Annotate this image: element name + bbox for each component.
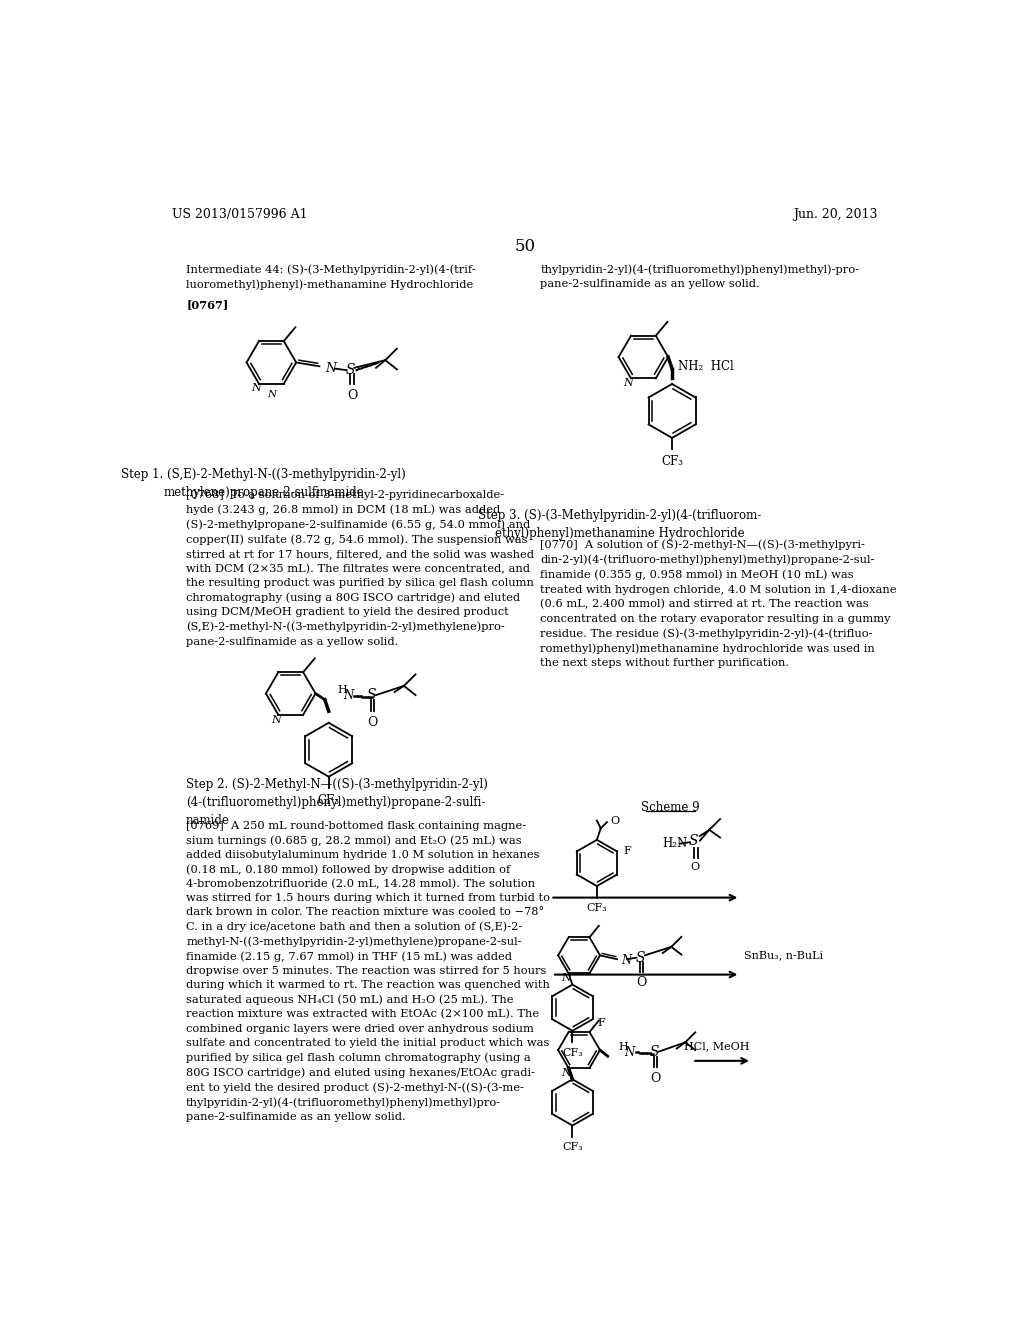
Text: 50: 50 xyxy=(514,238,536,255)
Text: CF₃: CF₃ xyxy=(562,1048,583,1057)
Text: O: O xyxy=(347,388,357,401)
Text: H₂N: H₂N xyxy=(663,837,688,850)
Text: CF₃: CF₃ xyxy=(587,903,607,913)
Text: F: F xyxy=(597,1018,605,1028)
Text: H: H xyxy=(337,685,347,696)
Text: CF₃: CF₃ xyxy=(317,793,340,807)
Text: S: S xyxy=(636,950,645,965)
Text: SnBu₃, n-BuLi: SnBu₃, n-BuLi xyxy=(744,950,823,961)
Text: N: N xyxy=(625,1045,635,1059)
Text: Step 1. (S,E)-2-Methyl-N-((3-methylpyridin-2-yl)
methylene)propane-2-sulfinamide: Step 1. (S,E)-2-Methyl-N-((3-methylpyrid… xyxy=(121,469,406,499)
Text: O: O xyxy=(368,715,378,729)
Text: Scheme 9: Scheme 9 xyxy=(641,801,699,814)
Text: H: H xyxy=(618,1041,628,1052)
Text: Jun. 20, 2013: Jun. 20, 2013 xyxy=(793,209,878,222)
Text: N: N xyxy=(561,1068,570,1077)
Text: HCl, MeOH: HCl, MeOH xyxy=(684,1041,750,1052)
Text: O: O xyxy=(610,816,620,825)
Text: CF₃: CF₃ xyxy=(562,1143,583,1152)
Text: US 2013/0157996 A1: US 2013/0157996 A1 xyxy=(172,209,308,222)
Text: Step 3. (S)-(3-Methylpyridin-2-yl)(4-(trifluorom-
ethyl)phenyl)methanamine Hydro: Step 3. (S)-(3-Methylpyridin-2-yl)(4-(tr… xyxy=(478,508,762,540)
Text: O: O xyxy=(637,977,647,989)
Text: N: N xyxy=(624,378,633,388)
Text: N: N xyxy=(270,714,281,725)
Text: [0767]: [0767] xyxy=(186,300,228,310)
Text: S: S xyxy=(649,1044,659,1059)
Text: S: S xyxy=(689,834,698,847)
Text: NH₂  HCl: NH₂ HCl xyxy=(678,360,734,372)
Text: O: O xyxy=(650,1072,660,1085)
Text: Intermediate 44: (S)-(3-Methylpyridin-2-yl)(4-(trif-
luoromethyl)phenyl)-methana: Intermediate 44: (S)-(3-Methylpyridin-2-… xyxy=(186,264,476,290)
Text: Step 2. (S)-2-Methyl-N—((S)-(3-methylpyridin-2-yl)
(4-(trifluoromethyl)phenyl)me: Step 2. (S)-2-Methyl-N—((S)-(3-methylpyr… xyxy=(186,779,488,828)
Text: N: N xyxy=(343,689,353,702)
Polygon shape xyxy=(232,313,426,428)
Text: N: N xyxy=(561,973,570,983)
Text: [0769]  A 250 mL round-bottomed flask containing magne-
sium turnings (0.685 g, : [0769] A 250 mL round-bottomed flask con… xyxy=(186,821,550,1122)
Text: [0770]  A solution of (S)-2-methyl-N—((S)-(3-methylpyri-
din-2-yl)(4-(trifluoro-: [0770] A solution of (S)-2-methyl-N—((S)… xyxy=(541,540,897,668)
Text: CF₃: CF₃ xyxy=(662,455,683,467)
Text: N: N xyxy=(267,391,275,399)
Text: O: O xyxy=(691,862,699,873)
Text: [0768]  To a solution of 3-methyl-2-pyridinecarboxalde-
hyde (3.243 g, 26.8 mmol: [0768] To a solution of 3-methyl-2-pyrid… xyxy=(186,490,535,647)
Text: N: N xyxy=(326,362,337,375)
Text: N: N xyxy=(621,954,631,968)
Text: thylpyridin-2-yl)(4-(trifluoromethyl)phenyl)methyl)-pro-
pane-2-sulfinamide as a: thylpyridin-2-yl)(4-(trifluoromethyl)phe… xyxy=(541,264,859,289)
Text: N: N xyxy=(251,383,261,393)
Text: S: S xyxy=(346,363,355,378)
Text: S: S xyxy=(367,688,376,702)
Text: F: F xyxy=(624,846,631,857)
